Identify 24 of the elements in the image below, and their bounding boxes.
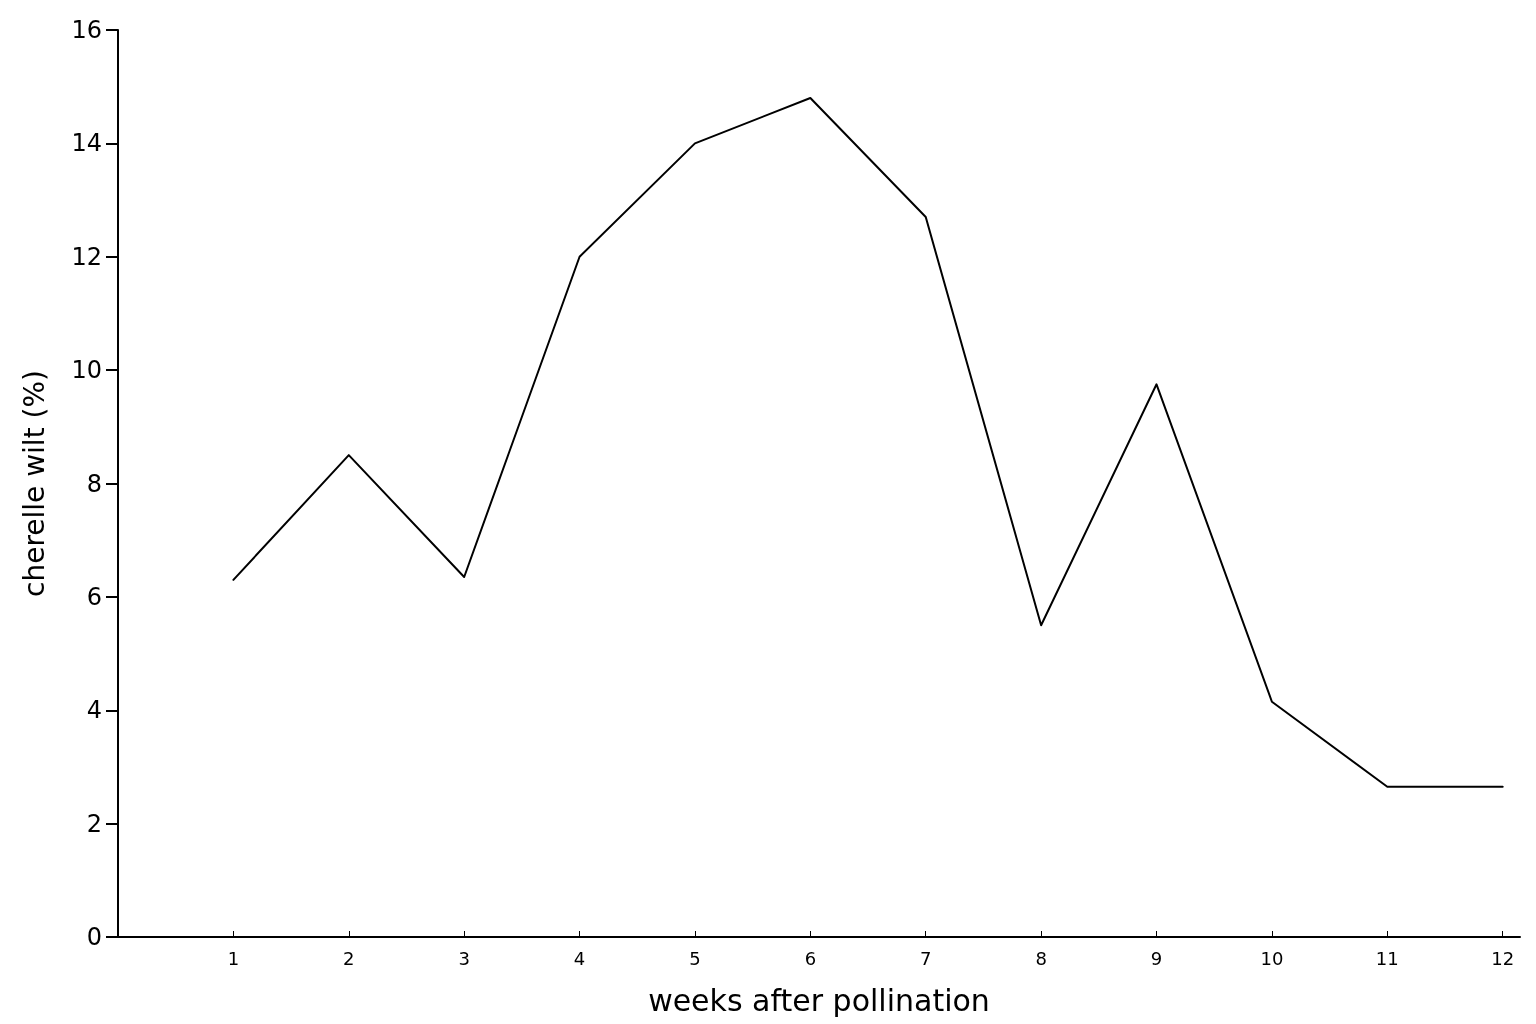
- y-tick-label: 0: [86, 923, 102, 951]
- x-tick-label: 12: [1491, 947, 1515, 969]
- x-axis-title: weeks after pollination: [648, 982, 990, 1018]
- y-tick-label: 16: [71, 16, 102, 44]
- y-tick-label: 12: [71, 242, 102, 271]
- y-tick-label: 8: [86, 469, 102, 498]
- x-tick-label: 2: [343, 947, 355, 969]
- y-tick-label: 2: [86, 809, 102, 838]
- x-tick-label: 11: [1375, 947, 1399, 969]
- y-axis-title: cherelle wilt (%): [17, 370, 51, 597]
- y-tick-label: 10: [71, 356, 102, 385]
- y-tick-label: 14: [71, 129, 102, 158]
- line-series: [232, 97, 1504, 788]
- x-tick-label: 6: [804, 947, 817, 969]
- y-tick-label: 4: [86, 696, 102, 725]
- x-tick-label: 1: [227, 947, 240, 969]
- x-tick-label: 10: [1260, 947, 1284, 969]
- x-tick-label: 9: [1150, 947, 1163, 969]
- x-tick-label: 4: [573, 947, 586, 969]
- x-tick-label: 8: [1035, 947, 1047, 969]
- x-tick-label: 7: [920, 947, 932, 969]
- y-tick-label: 6: [86, 582, 102, 611]
- x-tick-label: 5: [689, 947, 701, 969]
- x-tick-label: 3: [458, 947, 470, 969]
